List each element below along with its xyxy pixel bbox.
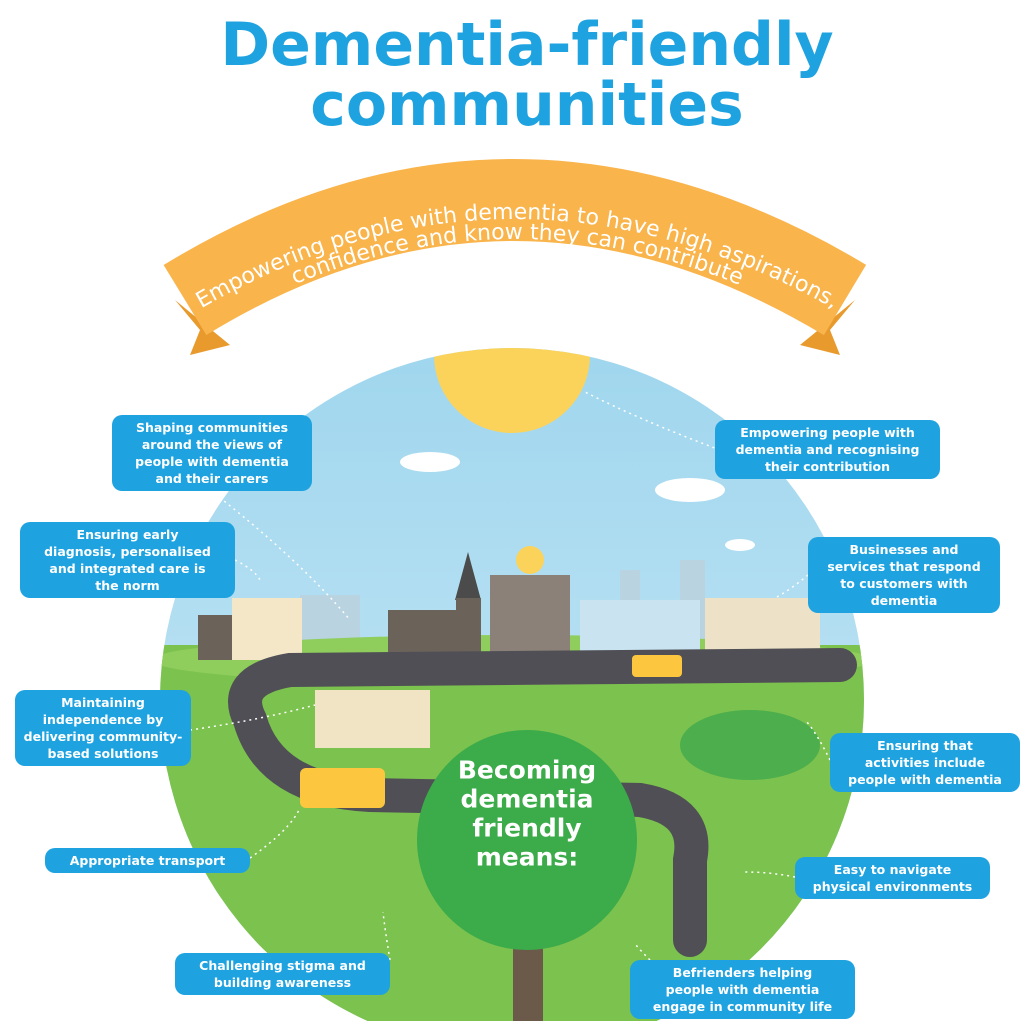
title: communities <box>310 70 743 140</box>
callout-text: Shaping communities <box>136 420 288 435</box>
callout-text: delivering community- <box>24 729 183 744</box>
callout-text: Challenging stigma and <box>199 958 366 973</box>
callout-text: to customers with <box>840 576 967 591</box>
callout-text: Businesses and <box>850 542 959 557</box>
callout-text: activities include <box>865 755 985 770</box>
center-text: dementia <box>460 785 593 814</box>
callout-text: people with dementia <box>848 772 1002 787</box>
center-text: friendly <box>472 814 581 843</box>
callout-text: and integrated care is <box>49 561 205 576</box>
callout-text: independence by <box>43 712 164 727</box>
callout-text: engage in community life <box>653 999 832 1014</box>
callout-text: their contribution <box>765 459 890 474</box>
callout-text: building awareness <box>214 975 351 990</box>
center-text: means: <box>476 843 579 872</box>
callout-text: Ensuring early <box>77 527 179 542</box>
callout-text: dementia <box>871 593 938 608</box>
center-text: Becoming <box>458 756 596 785</box>
callout-text: physical environments <box>813 879 972 894</box>
callout-text: and their carers <box>156 471 269 486</box>
callout-text: services that respond <box>827 559 980 574</box>
infographic: Dementia-friendlycommunitiesEmpowering p… <box>0 0 1027 1021</box>
callout-text: Ensuring that <box>877 738 973 753</box>
callout-text: Appropriate transport <box>70 853 226 868</box>
callout-text: Maintaining <box>61 695 145 710</box>
callout-text: people with dementia <box>135 454 289 469</box>
callout-text: Befrienders helping <box>673 965 812 980</box>
callout-text: dementia and recognising <box>736 442 920 457</box>
callout-text: based solutions <box>48 746 159 761</box>
callout-text: Easy to navigate <box>834 862 951 877</box>
callout-text: around the views of <box>142 437 283 452</box>
callout-text: the norm <box>95 578 159 593</box>
callout-text: diagnosis, personalised <box>44 544 211 559</box>
callout-text: people with dementia <box>666 982 820 997</box>
callout-text: Empowering people with <box>740 425 915 440</box>
